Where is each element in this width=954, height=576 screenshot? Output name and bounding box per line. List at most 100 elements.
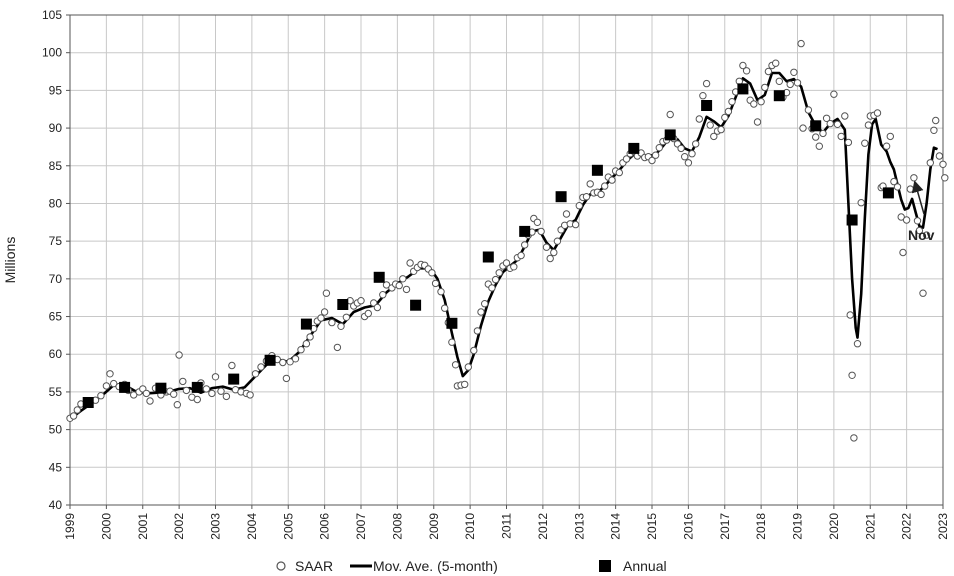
saar-point — [861, 139, 869, 147]
saar-point — [742, 67, 751, 75]
y-tick-label: 105 — [42, 8, 62, 22]
saar-point — [306, 333, 314, 341]
saar-point — [848, 371, 856, 379]
annual-point — [882, 187, 894, 199]
saar-point — [882, 142, 891, 150]
annual-point — [191, 381, 203, 393]
y-tick-label: 85 — [49, 159, 63, 173]
saar-point — [864, 121, 873, 129]
saar-point — [373, 303, 382, 312]
saar-point — [797, 39, 805, 48]
annual-point — [591, 164, 603, 176]
saar-point — [537, 227, 545, 236]
saar-point — [282, 374, 291, 383]
saar-point — [692, 140, 700, 148]
saar-point — [69, 412, 78, 420]
y-tick-label: 70 — [49, 272, 63, 286]
x-tick-label: 1999 — [63, 513, 77, 540]
saar-point — [655, 144, 663, 152]
y-tick-label: 40 — [49, 498, 63, 512]
saar-point — [142, 389, 151, 398]
saar-point — [208, 389, 216, 398]
saar-point — [666, 110, 674, 119]
saar-point — [793, 79, 802, 87]
saar-point — [211, 373, 220, 381]
saar-point — [395, 281, 403, 290]
saar-point — [175, 351, 183, 359]
saar-point — [481, 300, 489, 308]
annual-point — [810, 120, 822, 132]
annual-point — [555, 191, 567, 203]
saar-point — [804, 106, 813, 114]
saar-point — [333, 343, 342, 352]
saar-point — [533, 218, 542, 227]
saar-point — [837, 132, 845, 141]
saar-point — [684, 159, 693, 167]
saar-point — [897, 213, 905, 221]
x-tick-label: 2009 — [427, 513, 441, 540]
saar-point — [297, 346, 305, 354]
legend-annual-marker — [599, 560, 611, 572]
annual-point — [846, 214, 858, 226]
saar-point — [710, 132, 718, 141]
x-tick-label: 2006 — [318, 513, 332, 540]
x-tick-label: 2010 — [463, 513, 477, 540]
saar-point — [815, 142, 823, 150]
annual-point — [373, 271, 385, 283]
x-tick-label: 2000 — [99, 513, 113, 540]
saar-point — [317, 314, 325, 322]
annual-point — [228, 373, 240, 385]
y-tick-label: 55 — [49, 385, 63, 399]
x-tick-label: 2001 — [136, 513, 150, 540]
y-axis-title: Millions — [2, 237, 18, 284]
saar-point — [922, 231, 931, 239]
annual-point — [482, 251, 494, 263]
x-tick-label: 2023 — [936, 513, 950, 540]
saar-point — [302, 340, 311, 348]
saar-point — [337, 322, 345, 330]
saar-point — [853, 340, 862, 348]
saar-point — [553, 237, 562, 245]
annual-point — [82, 397, 94, 408]
saar-point — [379, 291, 387, 299]
saar-point — [651, 151, 660, 159]
saar-point — [97, 392, 105, 400]
saar-point — [822, 114, 831, 123]
saar-point — [571, 220, 580, 229]
x-tick-label: 2019 — [791, 513, 805, 540]
saar-point — [728, 98, 736, 106]
saar-point — [470, 346, 478, 355]
saar-point — [437, 288, 445, 296]
x-tick-label: 2012 — [536, 513, 550, 540]
saar-point — [833, 120, 842, 129]
saar-point — [761, 83, 769, 92]
saar-point — [772, 59, 780, 67]
saar-point — [812, 133, 820, 141]
x-tick-label: 2017 — [718, 513, 732, 540]
saar-point — [342, 313, 351, 321]
x-tick-label: 2007 — [354, 513, 368, 540]
saar-point — [550, 248, 558, 257]
saar-point — [106, 370, 114, 378]
saar-point — [850, 434, 858, 442]
saar-point — [521, 241, 529, 249]
saar-point — [328, 318, 336, 327]
saar-point — [542, 243, 551, 251]
saar-point — [913, 217, 922, 225]
annual-series — [82, 83, 894, 408]
saar-point — [257, 363, 265, 371]
saar-point — [941, 174, 949, 182]
saar-point — [890, 177, 898, 186]
saar-point — [721, 113, 729, 122]
saar-point — [193, 395, 202, 404]
legend-saar-label: SAAR — [295, 558, 333, 574]
x-tick-label: 2021 — [863, 513, 877, 540]
saar-point — [926, 159, 934, 167]
x-tick-label: 2015 — [645, 513, 659, 540]
annual-point — [410, 299, 422, 311]
saar-point — [910, 174, 918, 182]
saar-point — [364, 309, 372, 318]
saar-point — [582, 193, 591, 201]
saar-point — [899, 248, 907, 257]
